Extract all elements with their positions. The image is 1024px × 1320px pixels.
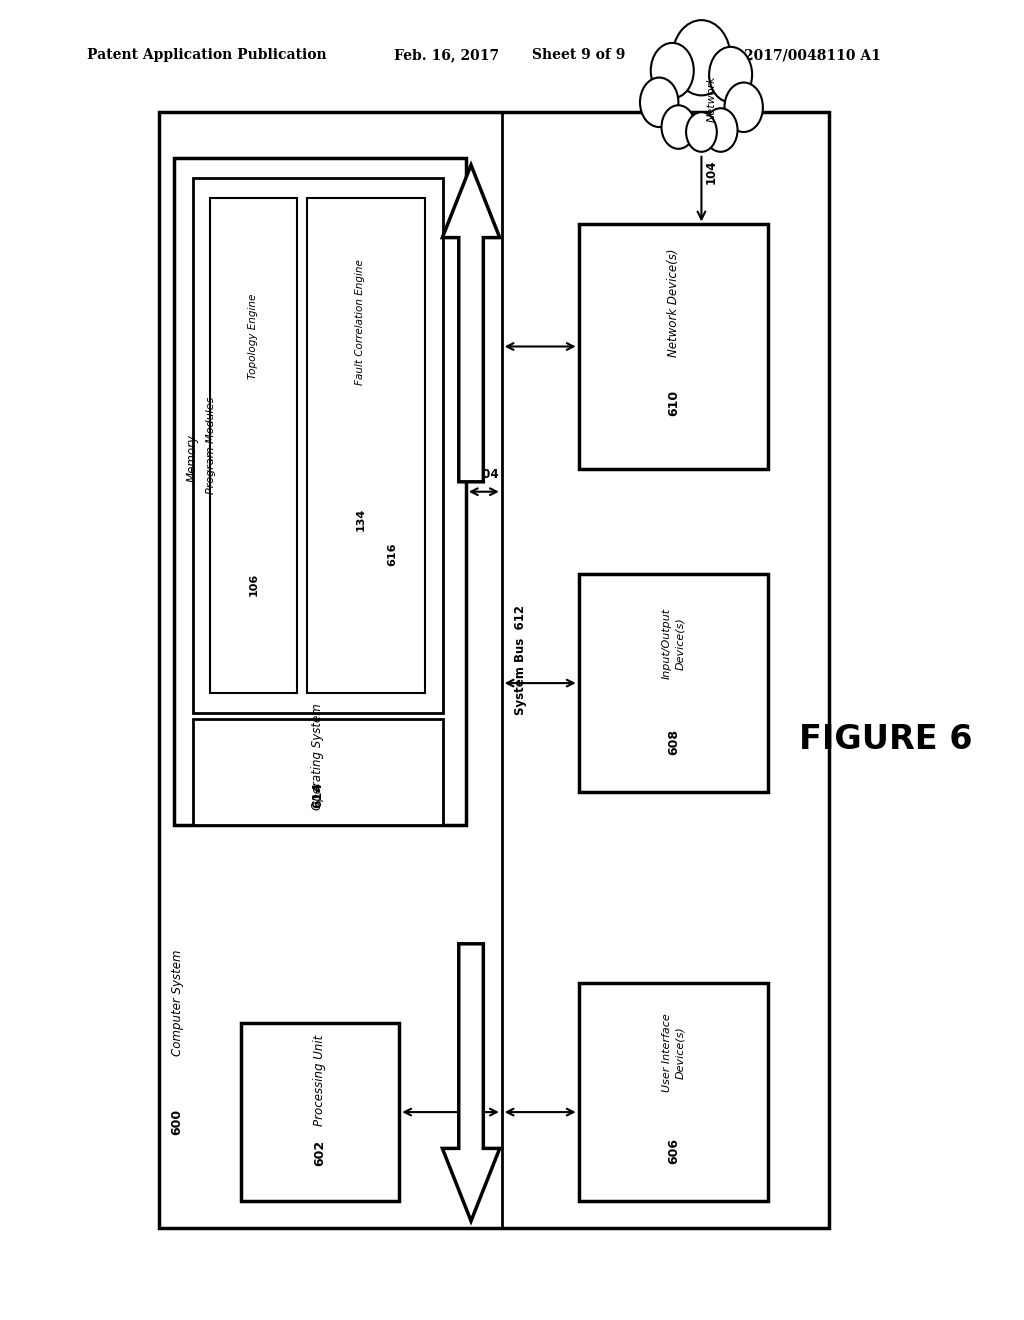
FancyBboxPatch shape [210, 198, 297, 693]
Text: Operating System: Operating System [311, 704, 325, 809]
Circle shape [662, 106, 695, 149]
Text: Network: Network [707, 75, 717, 123]
Text: 600: 600 [171, 1109, 183, 1135]
Text: Program Modules: Program Modules [206, 397, 216, 494]
Text: FIGURE 6: FIGURE 6 [799, 723, 973, 755]
Circle shape [703, 108, 737, 152]
Circle shape [709, 46, 753, 103]
Circle shape [673, 20, 731, 95]
Text: Network Device(s): Network Device(s) [667, 248, 680, 356]
Text: 602: 602 [313, 1140, 327, 1166]
Text: 616: 616 [387, 543, 397, 566]
Circle shape [686, 112, 717, 152]
FancyBboxPatch shape [579, 983, 768, 1201]
Text: 608: 608 [667, 729, 680, 755]
FancyBboxPatch shape [174, 158, 466, 825]
Polygon shape [442, 944, 500, 1221]
Text: Feb. 16, 2017: Feb. 16, 2017 [394, 49, 500, 62]
Text: Input/Output
Device(s): Input/Output Device(s) [662, 609, 685, 680]
Circle shape [640, 78, 679, 127]
Circle shape [651, 42, 694, 98]
FancyBboxPatch shape [159, 112, 829, 1228]
Text: 134: 134 [355, 508, 366, 532]
FancyBboxPatch shape [241, 1023, 399, 1201]
Circle shape [725, 82, 763, 132]
FancyBboxPatch shape [307, 198, 425, 693]
Text: 104: 104 [706, 160, 718, 183]
Text: System Bus  612: System Bus 612 [514, 605, 527, 715]
Text: User Interface
Device(s): User Interface Device(s) [662, 1014, 685, 1093]
Text: 604: 604 [474, 469, 499, 482]
FancyBboxPatch shape [193, 719, 443, 825]
Text: 610: 610 [667, 389, 680, 416]
Text: 106: 106 [249, 573, 258, 595]
Text: Computer System: Computer System [171, 950, 183, 1056]
Text: Patent Application Publication: Patent Application Publication [87, 49, 327, 62]
Text: 614: 614 [311, 783, 325, 808]
Text: Memory: Memory [186, 434, 199, 482]
Text: US 2017/0048110 A1: US 2017/0048110 A1 [717, 49, 881, 62]
Text: Processing Unit: Processing Unit [313, 1035, 327, 1126]
FancyBboxPatch shape [579, 574, 768, 792]
FancyBboxPatch shape [193, 178, 443, 713]
Text: Sheet 9 of 9: Sheet 9 of 9 [532, 49, 626, 62]
Text: 606: 606 [667, 1138, 680, 1164]
Text: Topology Engine: Topology Engine [249, 294, 258, 379]
Polygon shape [442, 165, 500, 482]
FancyBboxPatch shape [579, 224, 768, 469]
Text: Fault Correlation Engine: Fault Correlation Engine [355, 259, 366, 384]
